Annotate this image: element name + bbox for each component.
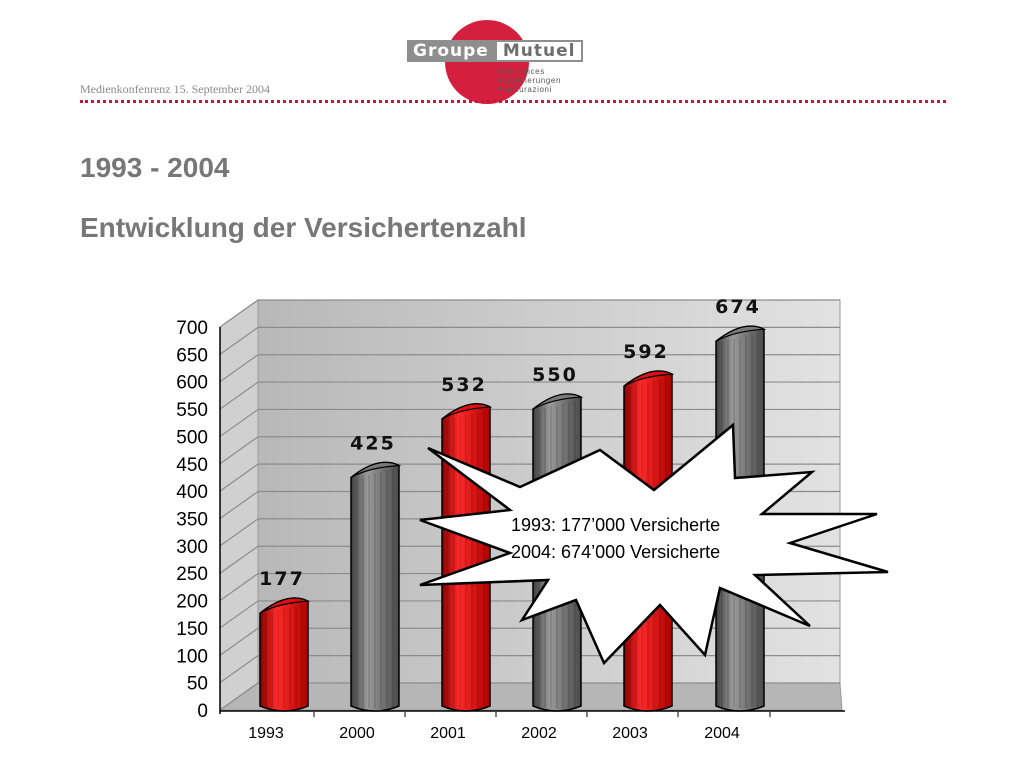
logo-sub-assicurazioni: Assicurazioni <box>497 85 552 94</box>
bar-top <box>441 403 493 420</box>
y-tick-label: 350 <box>176 510 208 531</box>
data-label: 532 <box>441 374 487 396</box>
y-tick-label: 100 <box>176 646 208 667</box>
y-tick-label: 600 <box>176 373 208 394</box>
grid-line-side <box>219 408 259 437</box>
y-tick-label: 400 <box>176 482 208 503</box>
y-tick-label: 0 <box>197 701 208 722</box>
y-tick-label: 650 <box>176 345 208 366</box>
x-tick-label: 2002 <box>521 725 557 742</box>
callout-star-shape <box>419 422 889 666</box>
grid-line-side <box>219 518 259 547</box>
bar-2000 <box>350 461 402 712</box>
dotted-divider <box>80 100 946 103</box>
page-title-description: Entwicklung der Versichertenzahl <box>80 212 527 243</box>
bars <box>259 325 767 712</box>
logo-word-groupe: Groupe <box>407 40 495 62</box>
grid-line-side <box>219 655 259 684</box>
grid-line-side <box>219 682 259 711</box>
x-axis-ticks: 1993 2000 2001 2002 2003 2004 <box>248 712 771 742</box>
grid-line-side <box>219 463 259 492</box>
grid-line-side <box>219 299 259 328</box>
data-label: 674 <box>715 296 761 318</box>
logo-wordmark: Groupe Mutuel <box>407 40 584 62</box>
bar-top <box>532 393 584 410</box>
grid-line-side <box>219 491 259 519</box>
grid-line-side <box>219 381 259 410</box>
y-tick-label: 300 <box>176 537 208 558</box>
callout-burst: 1993: 177’000 Versicherte 2004: 674’000 … <box>419 422 889 666</box>
grid-line-side <box>219 600 259 629</box>
grid-line-side <box>219 545 259 574</box>
grid-line-side <box>219 627 259 656</box>
y-tick-label: 50 <box>187 674 208 695</box>
bar-top <box>623 370 675 387</box>
logo-sub-versicherungen: Versicherungen <box>497 76 561 85</box>
grid-line-side <box>219 573 259 602</box>
x-tick-label: 2003 <box>612 725 648 742</box>
y-tick-label: 250 <box>176 564 208 585</box>
y-tick-label: 150 <box>176 619 208 640</box>
bar-top <box>259 597 311 614</box>
header-note: Medienkonfenrenz 15. September 2004 <box>80 82 270 96</box>
y-tick-label: 500 <box>176 427 208 448</box>
x-tick-label: 2004 <box>704 725 740 742</box>
logo-subtitle: Assurances Versicherungen Assicurazioni <box>497 67 561 94</box>
y-tick-label: 450 <box>176 455 208 476</box>
y-tick-label: 200 <box>176 592 208 613</box>
bar-2001 <box>441 403 493 712</box>
data-label: 550 <box>532 364 578 386</box>
logo-circle <box>445 20 529 104</box>
callout-line-2004: 2004: 674’000 Versicherte <box>511 542 720 562</box>
x-tick-label: 2000 <box>339 725 375 742</box>
bar-1993 <box>259 597 311 712</box>
data-label: 177 <box>259 568 305 590</box>
data-label: 592 <box>623 341 669 363</box>
y-tick-label: 550 <box>176 400 208 421</box>
bar-top <box>715 325 767 342</box>
grid-line-side <box>219 326 259 355</box>
page-title-years: 1993 - 2004 <box>80 152 230 183</box>
grid-line-side <box>219 436 259 465</box>
y-tick-label: 700 <box>176 318 208 339</box>
x-tick-label: 1993 <box>248 725 284 742</box>
bar-top <box>350 461 402 478</box>
data-label: 425 <box>350 432 396 454</box>
callout-line-1993: 1993: 177’000 Versicherte <box>511 515 720 535</box>
grid-line-side <box>219 354 259 383</box>
groupe-mutuel-logo: Groupe Mutuel Assurances Versicherungen … <box>405 18 595 104</box>
x-tick-label: 2001 <box>430 725 466 742</box>
logo-sub-assurances: Assurances <box>497 67 545 76</box>
logo-word-mutuel: Mutuel <box>494 40 584 62</box>
data-labels: 177 425 532 550 592 674 <box>259 296 761 590</box>
